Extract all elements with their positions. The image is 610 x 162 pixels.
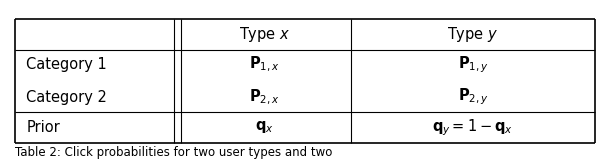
Text: Category 2: Category 2 [26, 90, 107, 105]
Text: $\mathbf{q}_{y} = 1 - \mathbf{q}_{x}$: $\mathbf{q}_{y} = 1 - \mathbf{q}_{x}$ [432, 117, 514, 138]
Text: $\mathbf{P}_{1,y}$: $\mathbf{P}_{1,y}$ [458, 55, 489, 75]
Text: Prior: Prior [26, 120, 60, 135]
Text: $\mathbf{P}_{2,x}$: $\mathbf{P}_{2,x}$ [249, 87, 280, 107]
Text: $\mathbf{P}_{2,y}$: $\mathbf{P}_{2,y}$ [458, 87, 489, 107]
Text: $\mathbf{P}_{1,x}$: $\mathbf{P}_{1,x}$ [249, 55, 280, 75]
Text: Category 1: Category 1 [26, 57, 107, 72]
Text: Table 2: Click probabilities for two user types and two: Table 2: Click probabilities for two use… [15, 146, 332, 159]
Text: Type $x$: Type $x$ [239, 25, 290, 44]
Text: $\mathbf{q}_{x}$: $\mathbf{q}_{x}$ [255, 119, 274, 135]
Text: Type $y$: Type $y$ [447, 25, 499, 44]
